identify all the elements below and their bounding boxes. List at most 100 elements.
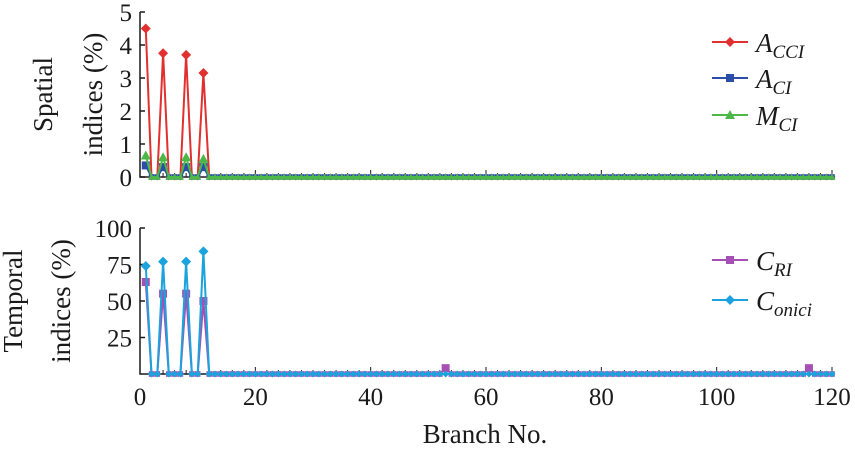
data-point: [730, 370, 738, 378]
data-point: [447, 173, 455, 180]
y-tick-label: 5: [120, 0, 133, 27]
data-point: [724, 173, 732, 180]
data-point: [182, 289, 191, 298]
data-point: [793, 173, 801, 180]
data-point: [211, 370, 219, 378]
y-tick-label: 25: [107, 326, 132, 353]
data-point: [753, 370, 761, 378]
data-point: [315, 370, 323, 378]
data-point: [499, 173, 507, 180]
y-tick-label: 4: [120, 33, 133, 60]
data-point: [551, 370, 559, 378]
data-point: [707, 173, 715, 180]
data-point: [430, 173, 438, 180]
data-point: [505, 173, 513, 180]
data-point: [338, 173, 346, 180]
x-tick-label: 60: [474, 384, 499, 411]
data-point: [384, 370, 392, 378]
data-point: [655, 173, 663, 180]
data-point: [205, 370, 213, 378]
data-point: [643, 370, 651, 378]
data-point: [372, 370, 380, 378]
x-axis-label: Branch No.: [423, 419, 547, 449]
data-point: [198, 68, 209, 79]
legend-label: Conici: [756, 286, 812, 321]
data-point: [545, 173, 553, 180]
data-point: [667, 173, 675, 180]
data-point: [649, 173, 657, 180]
data-point: [246, 370, 254, 378]
data-point: [488, 173, 496, 180]
data-point: [194, 173, 202, 180]
data-point: [205, 173, 213, 180]
data-point: [332, 370, 340, 378]
data-point: [355, 173, 363, 180]
data-point: [390, 173, 398, 180]
y-tick-label: 50: [107, 289, 132, 316]
data-point: [459, 370, 467, 378]
data-point: [378, 173, 386, 180]
data-point: [765, 370, 773, 378]
data-point: [344, 173, 352, 180]
data-point: [453, 173, 461, 180]
legend-marker: [725, 37, 735, 47]
data-point: [326, 173, 334, 180]
data-point: [494, 370, 502, 378]
data-point: [684, 370, 692, 378]
data-point: [234, 173, 242, 180]
data-point: [551, 173, 559, 180]
data-point: [182, 163, 191, 172]
data-point: [436, 370, 444, 378]
data-point: [793, 370, 801, 378]
data-point: [569, 173, 576, 180]
data-point: [626, 370, 634, 378]
data-point: [615, 173, 623, 180]
y-tick-label: 75: [107, 253, 132, 280]
data-point: [603, 370, 611, 378]
series-line-a-cci: [144, 28, 832, 178]
data-point: [361, 173, 369, 180]
data-point: [828, 370, 836, 378]
data-point: [574, 370, 582, 378]
data-point: [280, 370, 288, 378]
data-point: [240, 370, 248, 378]
data-point: [718, 173, 726, 180]
data-point: [274, 173, 282, 180]
y-tick-label: 1: [120, 132, 133, 159]
data-point: [332, 173, 340, 180]
data-point: [615, 370, 623, 378]
data-point: [199, 297, 208, 305]
data-point: [545, 370, 553, 378]
data-point: [257, 370, 265, 378]
data-point: [822, 173, 830, 180]
data-point: [263, 173, 271, 180]
data-point: [297, 370, 305, 378]
data-point: [828, 173, 836, 180]
temporal-panel: 25 50 75 100 0 20 40 60 80 100 120 Temporal indices …: [0, 216, 851, 411]
data-point: [396, 370, 403, 378]
data-point: [816, 173, 824, 180]
data-point: [159, 163, 168, 172]
data-point: [199, 163, 208, 172]
data-point: [390, 370, 398, 378]
data-point: [517, 173, 525, 180]
data-point: [747, 173, 755, 180]
data-point: [557, 370, 565, 378]
data-point: [223, 173, 230, 180]
data-point: [782, 173, 790, 180]
data-point: [765, 173, 773, 180]
axis-lines: [139, 12, 832, 178]
data-point: [643, 173, 651, 180]
data-point: [140, 23, 151, 34]
data-point: [361, 370, 369, 378]
data-point: [655, 370, 663, 378]
data-point: [678, 370, 686, 378]
data-point: [171, 370, 179, 378]
data-point: [672, 173, 680, 180]
data-point: [574, 173, 582, 180]
data-point: [713, 370, 721, 378]
data-point: [181, 49, 192, 60]
data-point: [505, 370, 513, 378]
data-point: [441, 364, 450, 373]
data-point: [528, 370, 536, 378]
